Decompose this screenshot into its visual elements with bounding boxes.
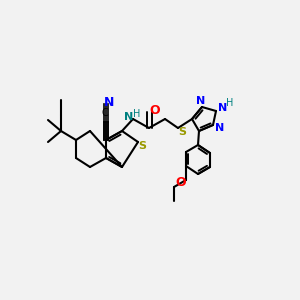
Text: S: S <box>178 127 186 137</box>
Text: S: S <box>138 141 146 151</box>
Text: H: H <box>133 109 141 119</box>
Text: N: N <box>196 96 206 106</box>
Text: N: N <box>104 95 114 109</box>
Text: H: H <box>226 98 234 108</box>
Text: C: C <box>102 108 108 118</box>
Text: N: N <box>124 112 134 122</box>
Text: O: O <box>150 103 160 116</box>
Text: N: N <box>218 103 228 113</box>
Text: N: N <box>215 123 225 133</box>
Text: O: O <box>176 176 186 188</box>
